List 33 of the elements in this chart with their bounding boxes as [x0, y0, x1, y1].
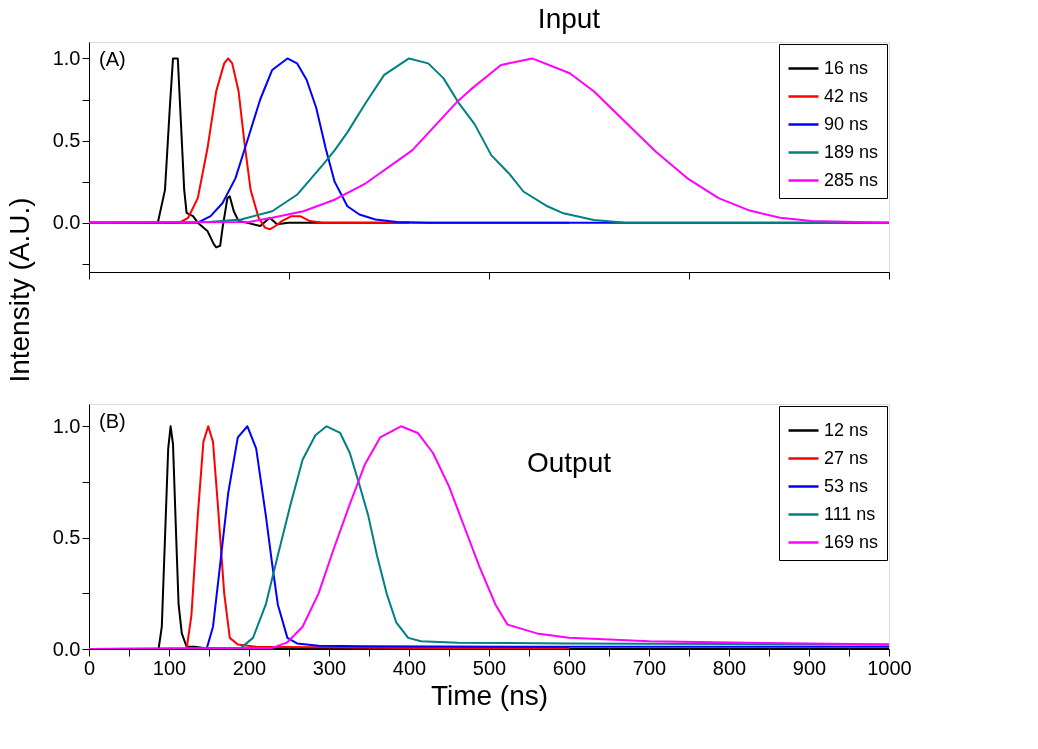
x-tick-label: 300: [312, 656, 347, 679]
legend-label: 111 ns: [824, 503, 876, 524]
x-tick-label: 700: [632, 656, 667, 679]
x-tick-label: 400: [392, 656, 427, 679]
text: Output: [526, 447, 612, 478]
y-tick-label: 1.0: [52, 414, 81, 437]
x-tick-label: 800: [712, 656, 747, 679]
x-axis-title: Time (ns): [430, 679, 549, 711]
legend-label: 42 ns: [824, 85, 869, 106]
y-tick-label: 0.0: [52, 637, 81, 660]
x-tick-label: 900: [792, 656, 827, 679]
legend-label: 189 ns: [824, 141, 879, 162]
x-tick-label: 0: [83, 656, 96, 679]
legend-label: 27 ns: [824, 447, 869, 468]
y-tick-label: 0.0: [52, 211, 81, 234]
x-tick-label: 1000: [867, 656, 912, 679]
y-axis-title: Intensity (A.U.): [3, 197, 35, 383]
chart-title: Input: [537, 3, 601, 34]
x-tick-label: 500: [472, 656, 507, 679]
x-tick-label: 600: [552, 656, 587, 679]
legend-label: 90 ns: [824, 113, 869, 134]
annotation: (B): [99, 410, 126, 432]
legend-label: 53 ns: [824, 475, 869, 496]
legend-label: 285 ns: [824, 169, 879, 190]
legend-label: 12 ns: [824, 419, 869, 440]
y-tick-label: 0.5: [52, 129, 81, 152]
y-tick-label: 1.0: [52, 46, 81, 69]
annotation: (A): [99, 48, 126, 70]
legend-label: 169 ns: [824, 531, 879, 552]
legend-label: 16 ns: [824, 57, 869, 78]
x-tick-label: 100: [152, 656, 187, 679]
x-tick-label: 200: [232, 656, 267, 679]
y-tick-label: 0.5: [52, 526, 81, 549]
